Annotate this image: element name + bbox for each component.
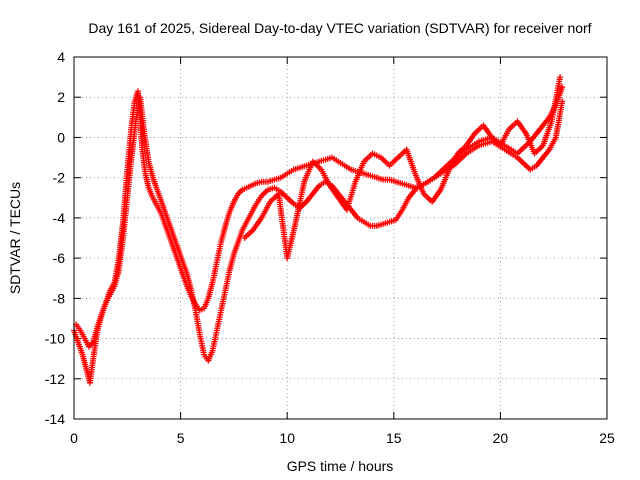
x-tick-label: 20 — [493, 430, 509, 446]
plot-frame — [73, 56, 608, 420]
y-tick-label: -6 — [53, 250, 66, 266]
data-point — [559, 84, 566, 91]
x-tick-label: 15 — [386, 430, 402, 446]
y-tick-label: -8 — [53, 290, 66, 306]
y-tick-label: -14 — [45, 411, 65, 427]
x-axis-label: GPS time / hours — [287, 458, 394, 474]
y-axis-label: SDTVAR / TECUs — [7, 182, 23, 294]
y-tick-label: 4 — [57, 49, 65, 65]
x-tick-label: 0 — [70, 430, 78, 446]
y-tick-label: -2 — [53, 170, 66, 186]
x-tick-label: 25 — [599, 430, 615, 446]
data-points — [71, 74, 566, 386]
data-point — [557, 74, 564, 81]
y-tick-label: -12 — [45, 371, 65, 387]
data-point — [559, 98, 566, 105]
x-tick-label: 10 — [279, 430, 295, 446]
axis-ticks: 0 5 10 15 20 25 -14 -12 -10 -8 -6 -4 -2 0 2 4 — [45, 49, 615, 446]
y-tick-label: 0 — [57, 129, 65, 145]
y-tick-label: 2 — [57, 89, 65, 105]
y-tick-label: -10 — [45, 331, 65, 347]
y-tick-label: -4 — [53, 210, 66, 226]
chart-title: Day 161 of 2025, Sidereal Day-to-day VTE… — [88, 20, 591, 36]
x-tick-label: 5 — [177, 430, 185, 446]
grid-lines — [74, 57, 607, 419]
